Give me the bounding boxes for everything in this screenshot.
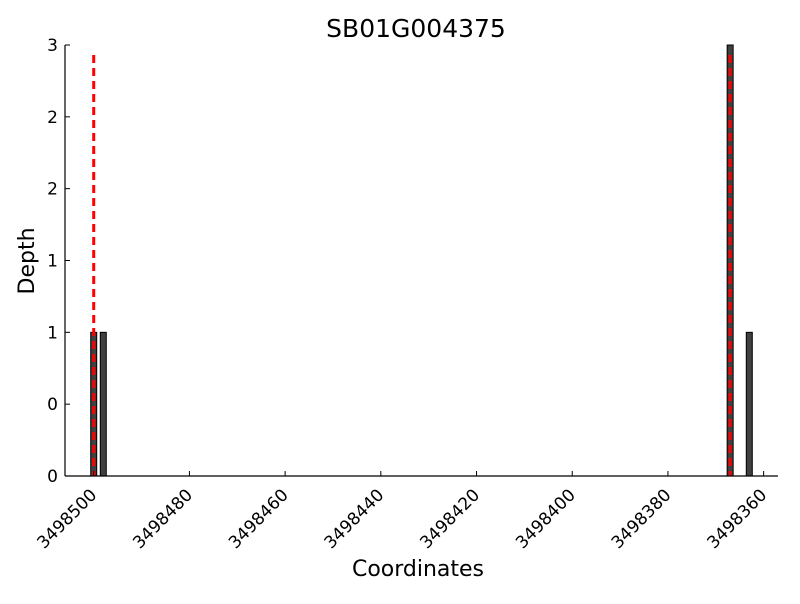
x-tick-label-3: 3498440 bbox=[321, 485, 389, 553]
y-tick-label-2: 1 bbox=[47, 323, 58, 343]
x-axis-label: Coordinates bbox=[352, 557, 484, 582]
y-tick-label-6: 3 bbox=[47, 36, 58, 56]
x-tick-label-1: 3498480 bbox=[129, 485, 197, 553]
bar-1 bbox=[99, 331, 107, 477]
x-tick-label-4: 3498420 bbox=[416, 485, 484, 553]
bar-3 bbox=[745, 331, 753, 477]
chart-title: SB01G004375 bbox=[326, 14, 506, 43]
x-tick-label-2: 3498460 bbox=[225, 485, 293, 553]
y-axis-label: Depth bbox=[15, 227, 40, 294]
y-tick-label-1: 0 bbox=[47, 395, 58, 415]
plot-area: 0 0 1 1 2 2 3 3498500 3498480 3498460 3498440 34984… bbox=[34, 36, 778, 553]
y-tick-label-5: 2 bbox=[47, 108, 58, 128]
y-tick-label-4: 2 bbox=[47, 180, 58, 200]
x-tick-label-6: 3498380 bbox=[608, 485, 676, 553]
y-tick-label-0: 0 bbox=[47, 467, 58, 487]
bar-0 bbox=[90, 331, 98, 477]
x-tick-label-0: 3498500 bbox=[34, 485, 102, 553]
y-tick-label-3: 1 bbox=[47, 252, 58, 272]
x-tick-label-5: 3498400 bbox=[512, 485, 580, 553]
x-tick-label-7: 3498360 bbox=[703, 485, 771, 553]
